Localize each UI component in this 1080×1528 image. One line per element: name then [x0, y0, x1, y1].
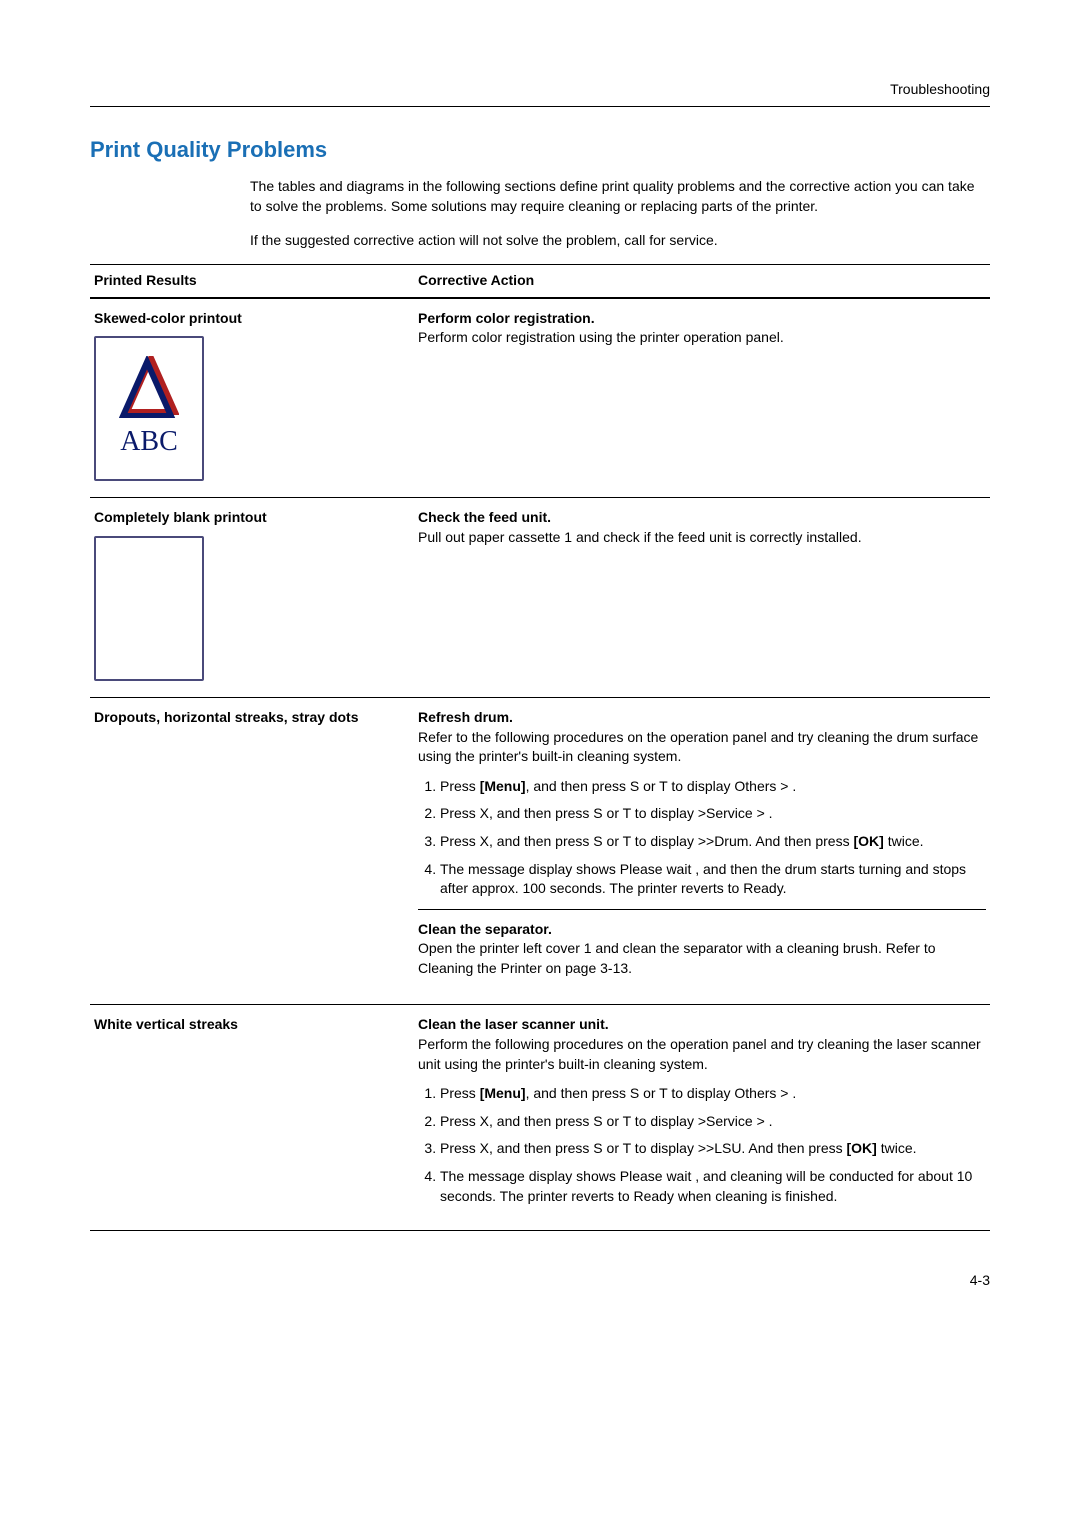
- action-title: Check the feed unit.: [418, 508, 986, 528]
- intro-paragraph-2: If the suggested corrective action will …: [250, 231, 990, 251]
- action-title: Refresh drum.: [418, 708, 986, 728]
- table-row: Completely blank printout Check the feed…: [90, 498, 990, 698]
- action-title: Perform color registration.: [418, 309, 986, 329]
- table-row: White vertical streaks Clean the laser s…: [90, 1005, 990, 1231]
- steps-list: Press [Menu], and then press S or T to d…: [418, 777, 986, 899]
- result-title: Completely blank printout: [94, 508, 410, 528]
- troubleshooting-table: Printed Results Corrective Action Skewed…: [90, 264, 990, 1231]
- blank-printout-illustration: [94, 536, 204, 681]
- step-item: Press [Menu], and then press S or T to d…: [440, 1084, 986, 1104]
- result-title: Skewed-color printout: [94, 309, 410, 329]
- step-item: Press X, and then press S or T to displa…: [440, 832, 986, 852]
- triangle-icon: [119, 356, 179, 418]
- action-title: Clean the separator.: [418, 920, 986, 940]
- step-item: Press X, and then press S or T to displa…: [440, 804, 986, 824]
- section-title: Print Quality Problems: [90, 135, 990, 166]
- action-text: Perform color registration using the pri…: [418, 328, 986, 348]
- action-text: Perform the following procedures on the …: [418, 1035, 986, 1074]
- step-item: Press X, and then press S or T to displa…: [440, 1112, 986, 1132]
- steps-list: Press [Menu], and then press S or T to d…: [418, 1084, 986, 1206]
- action-text: Refer to the following procedures on the…: [418, 728, 986, 767]
- table-row: Skewed-color printout ABC Perform color …: [90, 298, 990, 498]
- action-title: Clean the laser scanner unit.: [418, 1015, 986, 1035]
- action-text: Pull out paper cassette 1 and check if t…: [418, 528, 986, 548]
- table-row: Dropouts, horizontal streaks, stray dots…: [90, 697, 990, 1005]
- col-header-right: Corrective Action: [414, 265, 990, 298]
- action-text: Open the printer left cover 1 and clean …: [418, 939, 986, 978]
- sub-action-block: Clean the separator. Open the printer le…: [418, 909, 986, 979]
- skewed-color-illustration: ABC: [94, 336, 204, 481]
- abc-label: ABC: [120, 422, 178, 461]
- table-header-row: Printed Results Corrective Action: [90, 265, 990, 298]
- result-title: White vertical streaks: [94, 1015, 410, 1035]
- result-title: Dropouts, horizontal streaks, stray dots: [94, 708, 410, 728]
- step-item: The message display shows Please wait , …: [440, 1167, 986, 1206]
- step-item: The message display shows Please wait , …: [440, 860, 986, 899]
- step-item: Press X, and then press S or T to displa…: [440, 1139, 986, 1159]
- col-header-left: Printed Results: [90, 265, 414, 298]
- page-header-right: Troubleshooting: [90, 80, 990, 107]
- intro-paragraph-1: The tables and diagrams in the following…: [250, 177, 990, 216]
- step-item: Press [Menu], and then press S or T to d…: [440, 777, 986, 797]
- page-number: 4-3: [90, 1271, 990, 1291]
